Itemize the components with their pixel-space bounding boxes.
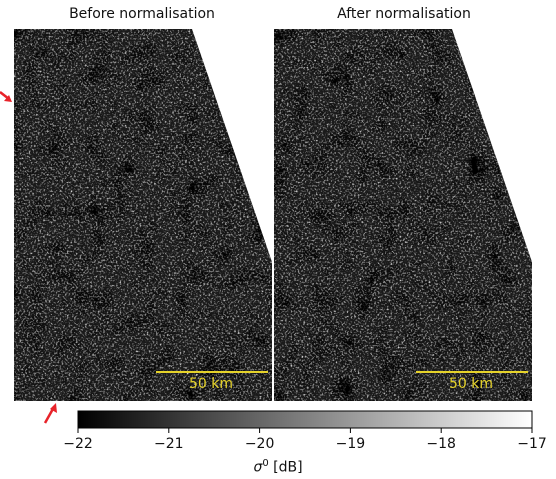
panel-title-before: Before normalisation	[69, 6, 215, 22]
panel-title-after: After normalisation	[337, 6, 471, 22]
colorbar-tick-label: −18	[426, 436, 456, 452]
colorbar-tick-label: −19	[335, 436, 366, 452]
colorbar-tick-label: −20	[244, 436, 275, 452]
sar-image-before	[14, 29, 272, 401]
red-arrow-bottom-left	[43, 403, 57, 424]
sar-image-after	[274, 29, 532, 401]
colorbar-tick-label: −21	[154, 436, 184, 452]
scalebar-label-before: 50 km	[189, 376, 234, 392]
colorbar-label-superscript: 0	[262, 458, 269, 469]
colorbar	[77, 410, 533, 429]
colorbar-tick-label: −17	[517, 436, 547, 452]
colorbar-tick-marks	[77, 428, 533, 433]
scalebar-label-after: 50 km	[449, 376, 494, 392]
colorbar-label: σ0 [dB]	[253, 458, 302, 476]
colorbar-tick-label: −22	[63, 436, 93, 452]
colorbar-label-unit: [dB]	[268, 459, 303, 476]
red-arrow-top-left	[0, 91, 12, 102]
colorbar-label-symbol: σ	[253, 459, 263, 476]
